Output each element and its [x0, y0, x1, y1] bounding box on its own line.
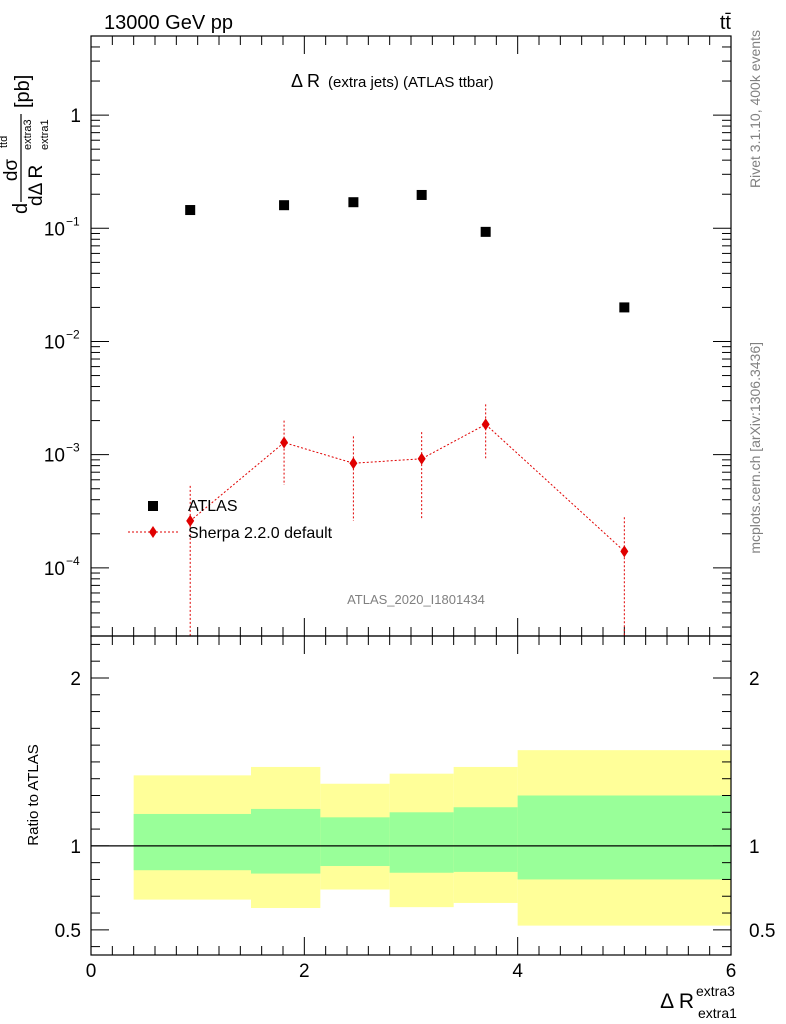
x-tick-label-2: 4	[512, 961, 523, 982]
process-label: tt̄	[720, 12, 732, 34]
atlas-data-point-5	[619, 302, 630, 313]
sherpa-line	[189, 423, 625, 552]
analysis-watermark: ATLAS_2020_I1801434	[347, 592, 485, 607]
ratio-band-inner-bin-1	[251, 808, 321, 874]
main-y-tick-label-2: 10	[44, 332, 65, 353]
main-y-tick-exponent-4: −4	[66, 554, 80, 568]
main-y-tick-exponent-3: −3	[66, 441, 80, 455]
xlabel-main: Δ R	[660, 990, 694, 1013]
ratio-band-inner-bin-3	[389, 812, 454, 873]
ratio-y-tick-label-left-0: 0.5	[55, 921, 81, 942]
legend-marker-sherpa	[149, 526, 157, 538]
legend-item-sherpa: Sherpa 2.2.0 default	[128, 525, 333, 542]
ratio-band-inner-bin-0	[133, 813, 251, 871]
ratio-y-tick-label-left-1: 1	[70, 837, 81, 858]
plot-title-rest: (extra jets) (ATLAS ttbar)	[328, 74, 494, 91]
mcplots-label: mcplots.cern.ch [arXiv:1306.3436]	[747, 342, 763, 554]
rivet-version-label: Rivet 3.1.10, 400k events	[747, 30, 763, 188]
ratio-band-inner-bin-5	[517, 795, 731, 880]
ylabel-denominator: dΔ R	[26, 165, 47, 206]
main-panel: 110−110−210−310−4	[44, 35, 732, 637]
ratio-band-inner-bin-2	[320, 817, 390, 867]
legend-label-sherpa: Sherpa 2.2.0 default	[188, 525, 333, 542]
ylabel-numerator-sup: ttd	[0, 136, 10, 148]
ratio-y-tick-label-left-2: 2	[70, 669, 81, 690]
x-axis-label: Δ R extra3 extra1	[660, 983, 737, 1021]
energy-label: 13000 GeV pp	[104, 12, 233, 34]
main-y-tick-exponent-1: −1	[66, 214, 80, 228]
sherpa-data-point-4	[481, 418, 490, 431]
ratio-y-axis-label: Ratio to ATLAS	[25, 744, 42, 845]
atlas-data-point-1	[279, 200, 290, 211]
ratio-y-tick-label-right-2: 2	[749, 669, 760, 690]
xlabel-sub: extra1	[698, 1005, 737, 1021]
main-y-tick-exponent-2: −2	[66, 327, 80, 341]
atlas-data-point-3	[416, 189, 427, 200]
atlas-data-point-2	[348, 197, 359, 208]
sherpa-data-point-5	[620, 545, 629, 558]
ratio-panel: 0 2 4 6 0.5 0.5 1 1 2 2	[55, 635, 775, 982]
atlas-data-point-4	[480, 226, 491, 237]
ylabel-denominator-sup: extra3	[22, 119, 34, 150]
x-tick-label-3: 6	[726, 961, 737, 982]
sherpa-data-point-2	[349, 457, 358, 470]
ylabel-numerator: dσ	[1, 159, 22, 182]
ratio-y-tick-label-right-1: 1	[749, 837, 760, 858]
legend-label-atlas: ATLAS	[188, 498, 238, 515]
plot-title: Δ R (extra jets) (ATLAS ttbar)	[291, 71, 494, 91]
ylabel-unit: [pb]	[12, 75, 34, 108]
main-y-tick-label-3: 10	[44, 446, 65, 467]
ylabel-prefix: d	[10, 203, 32, 214]
legend-item-atlas: ATLAS	[148, 498, 238, 515]
atlas-data-point-0	[185, 205, 196, 216]
legend-marker-atlas	[148, 501, 158, 511]
sherpa-data-point-0	[186, 514, 195, 527]
legend: ATLAS Sherpa 2.2.0 default	[128, 498, 333, 542]
ratio-band-inner-bin-4	[453, 807, 518, 872]
sherpa-data-point-3	[417, 452, 426, 465]
plot-title-main: Δ R	[291, 71, 320, 91]
main-y-axis-label: d dσ ttd dΔ R extra1 extra3 [pb]	[0, 75, 51, 214]
xlabel-sup: extra3	[696, 983, 735, 999]
x-tick-label-1: 2	[299, 961, 310, 982]
main-y-tick-label-0: 1	[70, 106, 81, 127]
ylabel-denominator-sub: extra1	[39, 119, 51, 150]
main-y-tick-label-1: 10	[44, 219, 65, 240]
main-y-tick-label-4: 10	[44, 559, 65, 580]
ratio-y-tick-label-right-0: 0.5	[749, 921, 775, 942]
x-tick-label-0: 0	[86, 961, 97, 982]
sherpa-data-point-1	[280, 436, 289, 449]
main-plot-frame	[90, 35, 732, 637]
